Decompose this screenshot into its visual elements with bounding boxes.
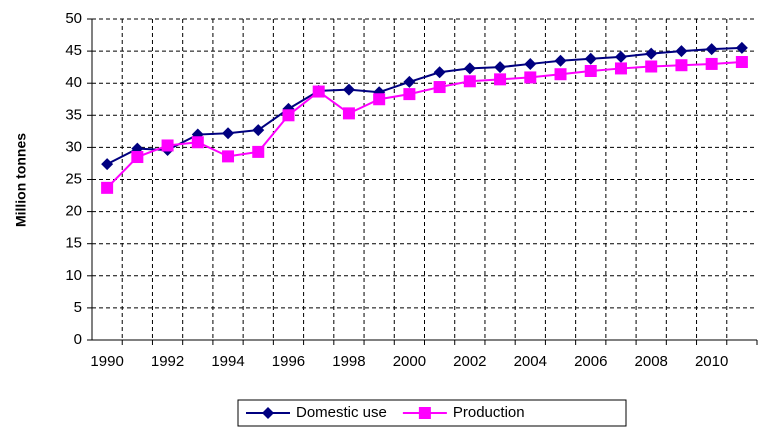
data-point [584, 52, 597, 65]
data-point [342, 107, 355, 120]
data-point [463, 75, 476, 88]
data-point [161, 139, 174, 152]
legend-box [237, 399, 627, 427]
y-tick-label: 0 [74, 331, 82, 348]
x-tick-label: 1990 [90, 353, 123, 370]
x-tick-label: 1998 [332, 353, 365, 370]
data-point [433, 66, 446, 79]
y-tick-label: 10 [65, 267, 82, 284]
y-axis-label: Million tonnes [13, 133, 29, 227]
y-tick-label: 35 [65, 106, 82, 123]
data-point [524, 71, 537, 84]
data-point [705, 57, 718, 70]
data-point [101, 181, 114, 194]
x-tick-label: 1992 [151, 353, 184, 370]
data-point [645, 60, 658, 73]
data-point [645, 47, 658, 60]
data-point [463, 62, 476, 75]
y-tick-label: 45 [65, 42, 82, 59]
y-tick-label: 20 [65, 203, 82, 220]
x-tick-label: 2010 [695, 353, 728, 370]
x-tick-label: 2004 [514, 353, 547, 370]
data-point [131, 151, 144, 164]
y-tick-label: 15 [65, 235, 82, 252]
data-point [433, 81, 446, 94]
y-tick-label: 50 [65, 10, 82, 27]
y-tick-label: 5 [74, 299, 82, 316]
x-tick-label: 2006 [574, 353, 607, 370]
y-tick-label: 25 [65, 170, 82, 187]
x-tick-label: 2000 [393, 353, 426, 370]
data-point [191, 136, 204, 149]
data-point [524, 57, 537, 70]
legend-label: Production [453, 404, 525, 421]
data-point [735, 41, 748, 54]
data-point [252, 145, 265, 158]
data-point [554, 54, 567, 67]
x-tick-label: 1996 [272, 353, 305, 370]
data-point [403, 75, 416, 88]
data-point [675, 45, 688, 58]
data-point [705, 43, 718, 56]
data-point [675, 59, 688, 72]
series-line [106, 46, 742, 165]
x-tick-label: 2002 [453, 353, 486, 370]
data-point [282, 109, 295, 122]
legend-marker [418, 407, 431, 419]
data-point [735, 56, 748, 69]
data-point [373, 93, 386, 106]
data-point [494, 61, 507, 74]
x-tick-label: 1994 [211, 353, 244, 370]
data-point [554, 68, 567, 81]
data-point [403, 88, 416, 101]
y-tick-label: 30 [65, 138, 82, 155]
x-tick-label: 2008 [635, 353, 668, 370]
data-point [494, 73, 507, 86]
data-point [101, 158, 114, 171]
data-point [614, 62, 627, 75]
data-point [614, 50, 627, 63]
y-tick-label: 40 [65, 74, 82, 91]
legend-label: Domestic use [296, 404, 387, 421]
data-point [222, 127, 235, 140]
data-point [252, 124, 265, 137]
data-point [222, 150, 235, 163]
data-point [312, 85, 325, 98]
legend-marker [262, 407, 274, 419]
series-line [106, 61, 742, 189]
data-point [342, 83, 355, 96]
data-point [584, 65, 597, 78]
